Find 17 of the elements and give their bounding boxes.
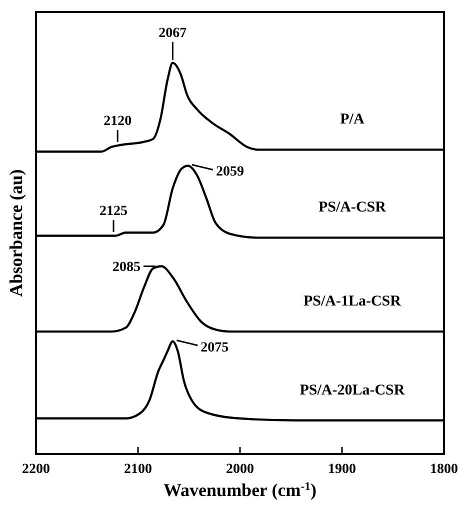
x-tick-label: 2200 [22, 462, 50, 477]
annotation: 2075 [200, 340, 229, 356]
annotation: 2120 [104, 114, 132, 129]
series-label: PS/A-1La-CSR [303, 294, 402, 310]
series-label: P/A [340, 112, 364, 128]
y-axis-title: Absorbance (au) [6, 169, 26, 297]
x-tick-label: 1800 [430, 462, 458, 477]
series-label: PS/A-CSR [318, 200, 386, 216]
x-tick-label: 1900 [328, 462, 356, 477]
annotation: 2085 [112, 260, 140, 276]
series-label: PS/A-20La-CSR [300, 382, 405, 398]
annotation: 2125 [100, 204, 128, 219]
x-tick-label: 2100 [124, 462, 152, 477]
annotation: 2067 [158, 26, 187, 41]
x-tick-label: 2000 [226, 462, 254, 477]
x-axis-title: Wavenumber (cm$^{-1}$) [164, 480, 316, 500]
annotation: 2059 [216, 164, 244, 180]
